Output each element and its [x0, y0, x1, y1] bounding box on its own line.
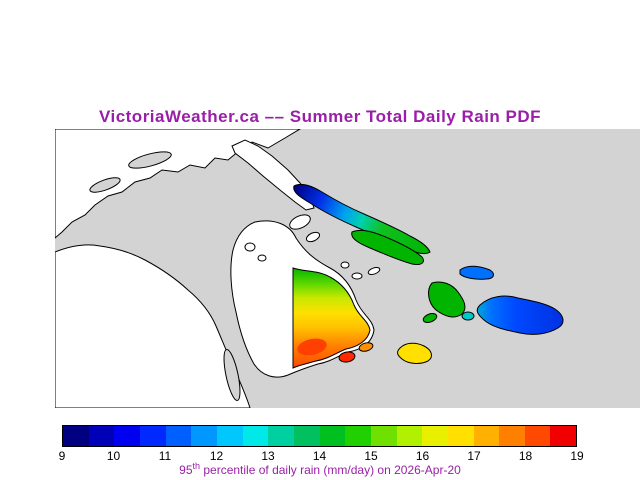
- rain-region-orange-islet: [358, 342, 374, 352]
- colorbar-segment: [191, 426, 217, 446]
- colorbar-tick-label: 10: [106, 449, 121, 463]
- small-island: [340, 261, 350, 269]
- colorbar-segment: [422, 426, 448, 446]
- colorbar-segment: [88, 426, 115, 446]
- caption-rest: percentile of daily rain (mm/day) on 202…: [200, 463, 461, 477]
- colorbar-tick-label: 9: [58, 449, 66, 463]
- small-island: [289, 214, 311, 230]
- island-chain-white: [231, 139, 315, 211]
- colorbar-segment: [139, 426, 166, 446]
- rain-region-blue-islet: [459, 265, 494, 280]
- caption: 95th percentile of daily rain (mm/day) o…: [0, 461, 640, 477]
- colorbar-segment: [165, 426, 192, 446]
- colorbar-tick-label: 17: [467, 449, 481, 463]
- rain-region-cyan-islet: [461, 311, 475, 321]
- colorbar-tick-label: 11: [158, 449, 172, 463]
- rain-region-hotspot: [297, 338, 327, 356]
- rain-region-east-blue-island: [476, 295, 564, 335]
- colorbar-segment: [293, 426, 320, 446]
- rain-region-pender: [428, 281, 466, 318]
- colorbar-tick-label: 14: [312, 449, 327, 463]
- colorbar-segment: [268, 426, 294, 446]
- coastline-vancouver-island-north: [55, 129, 301, 239]
- colorbar: [62, 425, 577, 447]
- colorbar-segment: [319, 426, 346, 446]
- small-island: [305, 231, 321, 243]
- small-island: [244, 242, 256, 252]
- colorbar-tick-label: 15: [364, 449, 378, 463]
- colorbar-segment: [114, 426, 140, 446]
- small-island: [257, 254, 267, 262]
- caption-value: 95: [179, 463, 193, 477]
- caption-superscript: th: [192, 461, 201, 471]
- colorbar-segment: [447, 426, 474, 446]
- colorbar-segment: [216, 426, 243, 446]
- rain-region-red-islet: [338, 351, 356, 363]
- small-island: [367, 267, 381, 275]
- colorbar-tick-label: 18: [518, 449, 533, 463]
- colorbar-segment: [63, 426, 89, 446]
- colorbar-segment: [345, 426, 371, 446]
- colorbar-segment: [396, 426, 423, 446]
- colorbar-tick-label: 13: [261, 449, 275, 463]
- rain-region-green-islet: [422, 313, 438, 323]
- colorbar-tick-label: 19: [570, 449, 584, 463]
- saanich-inlet: [223, 349, 241, 401]
- colorbar-segment: [370, 426, 397, 446]
- rain-region-island-chain: [293, 183, 431, 255]
- colorbar-ticks: 9 10 11 12 13 14 15 16 17 18 19: [58, 449, 584, 463]
- colorbar-segment: [473, 426, 500, 446]
- colorbar-tick-label: 12: [209, 449, 224, 463]
- colorbar-segment: [242, 426, 269, 446]
- colorbar-segment: [524, 426, 551, 446]
- chart-title: VictoriaWeather.ca –– Summer Total Daily…: [98, 107, 542, 126]
- colorbar-tick-label: 16: [415, 449, 430, 463]
- rain-region-green-strip: [351, 229, 425, 265]
- map-canvas: [55, 129, 640, 408]
- inlet-north: [128, 151, 172, 169]
- inlet-west: [89, 177, 121, 193]
- colorbar-gradient: [63, 426, 577, 446]
- colorbar-segment: [499, 426, 525, 446]
- colorbar-segment: [550, 426, 577, 446]
- small-island: [351, 272, 363, 280]
- rain-region-yellow-island: [397, 342, 432, 364]
